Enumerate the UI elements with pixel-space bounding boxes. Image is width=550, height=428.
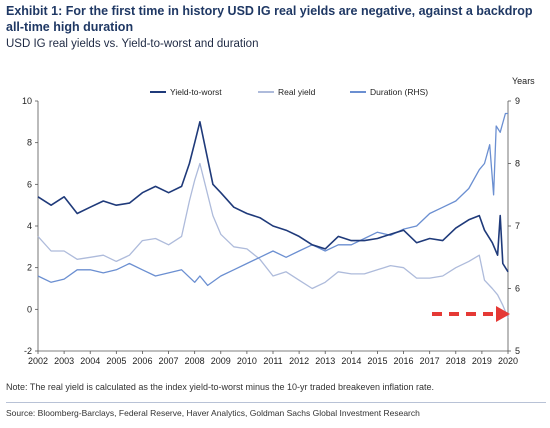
y-left-tick-label: 0: [27, 304, 32, 314]
chart-legend: Yield-to-worst Real yield Duration (RHS): [150, 87, 428, 97]
x-tick-label: 2010: [237, 356, 257, 366]
line-chart: 10 8 6 4 2 0 -2 9 8 7 6 5 Years 2002 2003 2004 2005 2006 2…: [22, 76, 535, 366]
chart-title: Exhibit 1: For the first time in history…: [6, 4, 533, 34]
x-tick-label: 2018: [446, 356, 466, 366]
y-right-tick-label: 5: [515, 346, 520, 356]
x-tick-label: 2005: [106, 356, 126, 366]
y-left-tick-label: 6: [27, 179, 32, 189]
x-tick-label: 2003: [54, 356, 74, 366]
series-line-real-yield: [37, 162, 509, 318]
arrow-head: [496, 306, 510, 322]
legend-label: Yield-to-worst: [170, 87, 222, 97]
x-tick-label: 2013: [315, 356, 335, 366]
legend-label: Duration (RHS): [370, 87, 428, 97]
x-tick-label: 2020: [498, 356, 518, 366]
y-left-tick-label: -2: [24, 346, 32, 356]
series-layer: [37, 112, 509, 318]
x-tick-label: 2019: [472, 356, 492, 366]
x-tick-label: 2016: [394, 356, 414, 366]
x-tick-label: 2002: [28, 356, 48, 366]
y-right-axis-label: Years: [512, 76, 535, 86]
x-tick-label: 2009: [211, 356, 231, 366]
x-tick-label: 2017: [420, 356, 440, 366]
chart-note: Note: The real yield is calculated as th…: [6, 382, 435, 392]
x-tick-label: 2012: [289, 356, 309, 366]
x-tick-label: 2006: [132, 356, 152, 366]
series-line-yield-to-worst: [37, 121, 509, 273]
y-right-tick-label: 8: [515, 159, 520, 169]
y-right-tick-label: 6: [515, 284, 520, 294]
y-left-tick-label: 10: [22, 96, 32, 106]
y-left-tick-label: 8: [27, 138, 32, 148]
y-right-tick-label: 7: [515, 221, 520, 231]
x-tick-label: 2004: [80, 356, 100, 366]
y-left-tick-label: 4: [27, 221, 32, 231]
chart-source: Source: Bloomberg-Barclays, Federal Rese…: [6, 408, 420, 418]
chart-subtitle: USD IG real yields vs. Yield-to-worst an…: [6, 38, 259, 50]
x-tick-label: 2011: [263, 356, 282, 366]
negative-yield-arrow: [432, 306, 510, 322]
y-right-tick-label: 9: [515, 96, 520, 106]
x-tick-label: 2015: [367, 356, 387, 366]
y-left-tick-label: 2: [27, 263, 32, 273]
x-tick-label: 2014: [341, 356, 361, 366]
legend-label: Real yield: [278, 87, 316, 97]
footer-divider: [6, 402, 546, 403]
x-tick-label: 2008: [185, 356, 205, 366]
chart-axes: 10 8 6 4 2 0 -2 9 8 7 6 5 Years 2002 2003 2004 2005 2006 2…: [22, 76, 535, 366]
series-line-duration-rhs: [37, 112, 508, 287]
x-tick-label: 2007: [159, 356, 179, 366]
